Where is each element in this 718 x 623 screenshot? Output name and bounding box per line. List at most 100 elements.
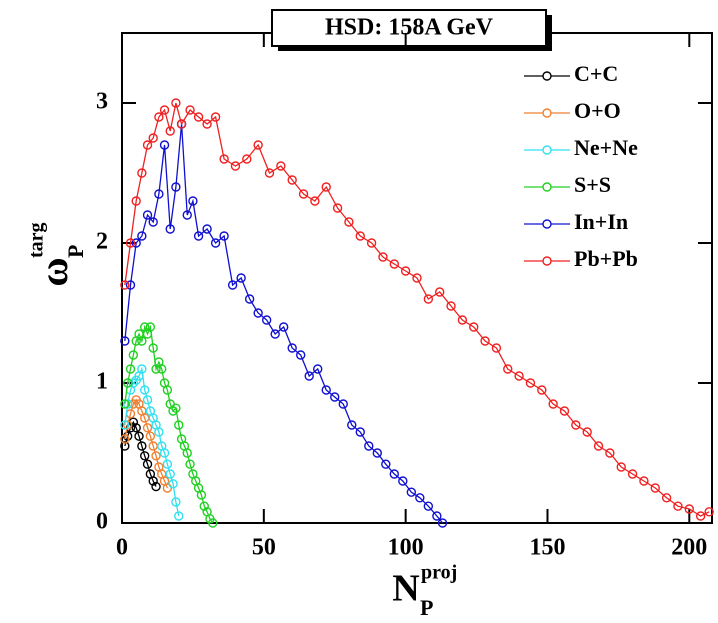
data-point — [128, 417, 139, 427]
data-point — [230, 161, 241, 171]
data-point — [673, 501, 683, 511]
data-point — [128, 350, 139, 360]
data-point — [364, 441, 374, 451]
x-tick-label: 150 — [529, 535, 565, 561]
legend-marker — [542, 182, 552, 192]
data-point — [695, 511, 706, 521]
data-point — [582, 427, 592, 437]
data-point — [684, 504, 695, 514]
series-line — [124, 420, 157, 487]
data-point — [457, 315, 468, 325]
data-point — [120, 336, 130, 346]
x-tick-label: 50 — [252, 535, 276, 561]
title-box — [271, 9, 547, 47]
data-point — [122, 399, 133, 409]
data-point — [219, 231, 229, 241]
data-point — [142, 423, 153, 433]
data-point — [120, 399, 130, 409]
legend-label: O+O — [574, 98, 621, 123]
data-point — [616, 462, 626, 472]
data-point — [491, 343, 502, 353]
data-point — [210, 238, 221, 248]
data-point — [398, 476, 408, 486]
data-point — [296, 350, 306, 360]
data-point — [165, 126, 175, 136]
data-point — [242, 154, 252, 164]
legend-marker — [542, 71, 552, 81]
data-point — [423, 294, 434, 304]
data-point — [270, 329, 280, 339]
data-point — [400, 266, 411, 276]
data-point — [571, 420, 581, 430]
data-point — [142, 459, 153, 469]
data-point — [480, 336, 490, 346]
x-tick-label: 100 — [388, 535, 424, 561]
data-point — [137, 231, 147, 241]
y-tick-label: 0 — [96, 509, 108, 535]
data-point — [137, 336, 147, 346]
data-point — [432, 511, 442, 521]
data-point — [253, 140, 263, 150]
data-point — [145, 431, 156, 441]
data-point — [171, 497, 181, 507]
data-point — [347, 420, 357, 430]
data-point — [142, 395, 153, 405]
series-line — [124, 123, 444, 524]
data-point — [548, 399, 558, 409]
chart-title: HSD: 158A GeV — [325, 15, 494, 41]
data-point — [412, 273, 422, 283]
y-tick-label: 1 — [96, 369, 108, 395]
data-point — [378, 252, 388, 262]
data-point — [469, 322, 479, 332]
data-point — [168, 406, 178, 416]
data-point — [381, 459, 391, 469]
data-point — [165, 224, 175, 234]
data-point — [313, 364, 323, 374]
legend-label: Pb+Pb — [574, 246, 638, 271]
data-point — [330, 392, 340, 402]
data-point — [159, 140, 170, 150]
data-point — [321, 385, 331, 395]
y-tick-label: 3 — [96, 89, 108, 115]
data-point — [437, 518, 448, 528]
legend-marker — [542, 108, 552, 118]
data-point — [122, 420, 133, 430]
data-point — [171, 182, 181, 192]
data-point — [264, 168, 275, 178]
data-point — [219, 154, 229, 164]
legend-label: Ne+Ne — [574, 135, 638, 160]
legend-marker — [542, 145, 552, 155]
data-point — [287, 343, 297, 353]
data-point — [137, 364, 147, 374]
data-point — [304, 371, 314, 381]
legend-label: C+C — [574, 61, 618, 86]
x-axis-label: N P proj — [392, 562, 457, 620]
y-label-main: ω — [31, 257, 76, 286]
data-point — [525, 378, 536, 388]
data-point — [137, 168, 147, 178]
data-point — [344, 217, 354, 227]
data-point — [193, 112, 204, 122]
data-point — [355, 231, 365, 241]
data-point — [310, 196, 320, 206]
data-point — [134, 431, 144, 441]
data-point — [145, 322, 156, 332]
data-point — [148, 133, 158, 143]
y-tick-label: 2 — [96, 229, 108, 255]
data-point — [503, 364, 513, 374]
data-point — [406, 487, 417, 497]
data-point — [131, 238, 141, 248]
data-point — [650, 483, 660, 493]
data-point — [125, 364, 136, 374]
data-point — [120, 441, 130, 451]
series-line — [124, 324, 214, 524]
data-point — [415, 493, 425, 503]
data-point — [366, 238, 377, 248]
data-point — [125, 238, 136, 248]
data-point — [338, 399, 348, 409]
y-label-sup: targ — [26, 222, 48, 258]
data-point — [639, 476, 649, 486]
data-point — [185, 105, 195, 115]
data-point — [137, 441, 147, 451]
